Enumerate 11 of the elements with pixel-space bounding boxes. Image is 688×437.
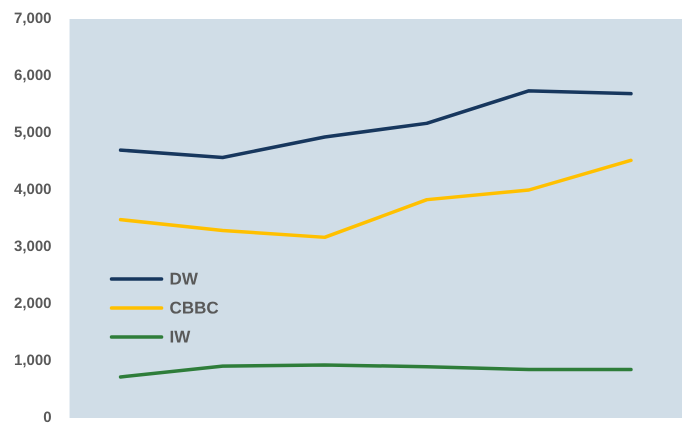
y-tick-label: 0 xyxy=(43,409,52,426)
y-tick-label: 4,000 xyxy=(14,181,52,198)
y-tick-label: 6,000 xyxy=(14,67,52,84)
y-tick-label: 5,000 xyxy=(14,124,52,142)
legend-label: CBBC xyxy=(170,298,219,318)
y-tick-label: 7,000 xyxy=(14,10,52,28)
y-tick-label: 2,000 xyxy=(14,295,52,312)
y-tick-label: 1,000 xyxy=(14,352,52,370)
legend-label: IW xyxy=(170,328,192,347)
y-tick-label: 3,000 xyxy=(14,238,52,256)
legend-label: DW xyxy=(170,270,199,289)
